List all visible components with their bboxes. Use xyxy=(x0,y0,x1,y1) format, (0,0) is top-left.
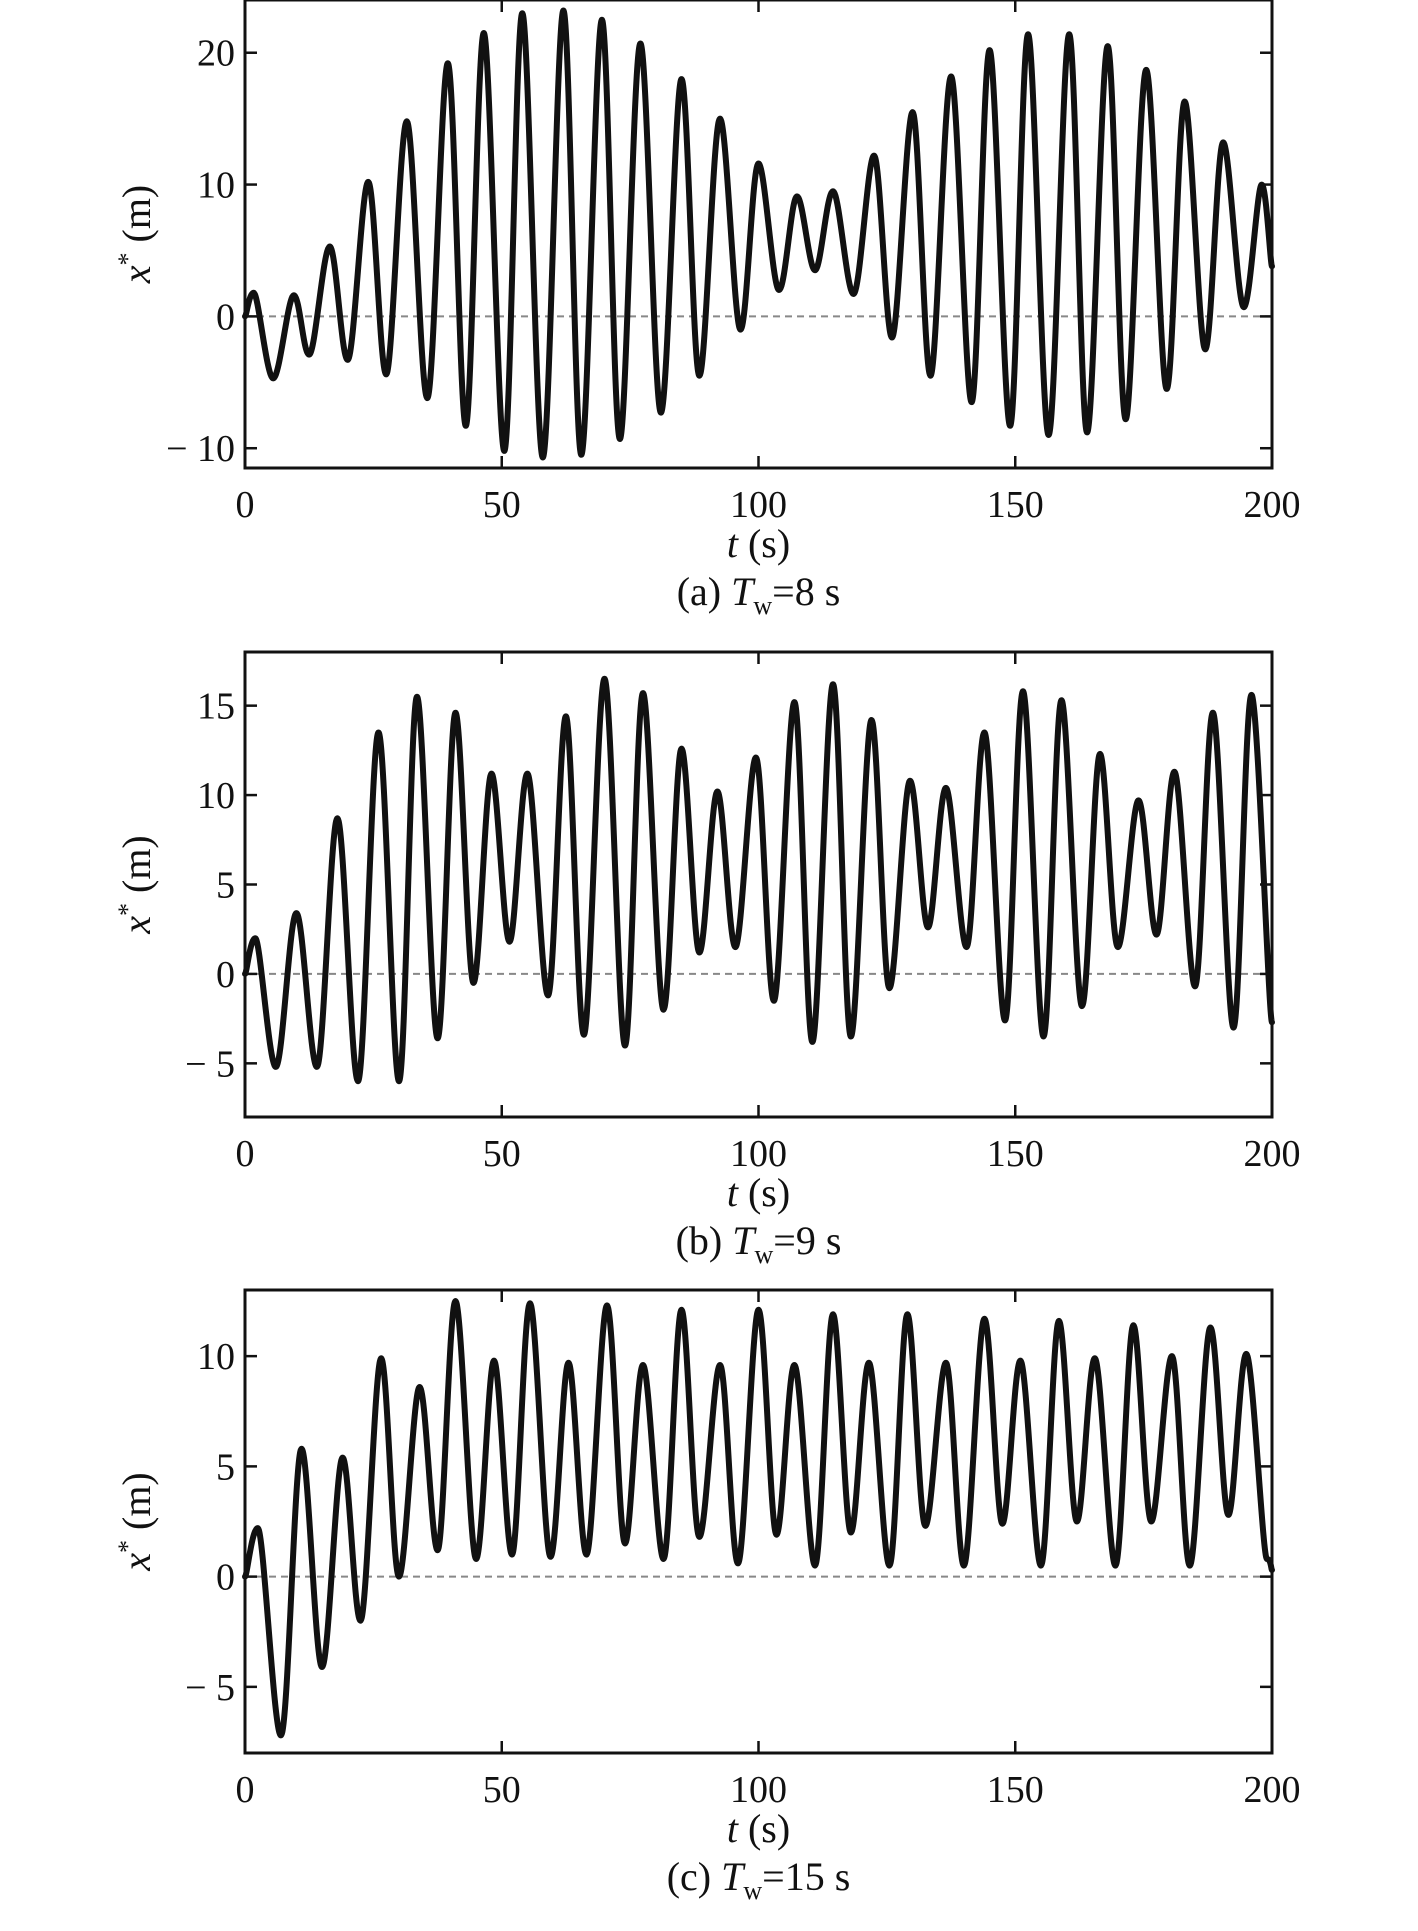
x-tick-label: 50 xyxy=(483,1133,521,1175)
panel-caption: (a) Tw=8 s xyxy=(677,569,841,620)
y-tick-label: − 5 xyxy=(185,1667,235,1709)
series-line-a-0 xyxy=(242,7,1275,461)
y-axis-label: x* (m) xyxy=(113,185,159,285)
x-axis-label: t (s) xyxy=(727,1170,790,1215)
x-tick-label: 100 xyxy=(730,1769,787,1811)
x-tick-label: 0 xyxy=(236,1133,255,1175)
chart-panel-c: 0 50 100 150 200 − 5 0 5 10 t (s) x* (m) (c) Tw=15 … xyxy=(113,1288,1301,1905)
chart-panel-b: 0 50 100 150 200 − 5 0 5 10 15 t (s) x* (m) (b) Tw=9… xyxy=(113,650,1301,1269)
y-tick-label: 5 xyxy=(216,1446,235,1488)
y-tick-label: − 10 xyxy=(166,428,235,470)
x-tick-label: 150 xyxy=(987,484,1044,526)
x-tick-label: 50 xyxy=(483,1769,521,1811)
y-tick-label: − 5 xyxy=(185,1043,235,1085)
y-tick-label: 10 xyxy=(197,1336,235,1378)
y-tick-label: 15 xyxy=(197,686,235,728)
x-tick-label: 0 xyxy=(236,484,255,526)
x-axis-label: t (s) xyxy=(727,521,790,566)
x-tick-label: 200 xyxy=(1244,1133,1301,1175)
x-tick-label: 0 xyxy=(236,1769,255,1811)
y-tick-label: 10 xyxy=(197,775,235,817)
y-tick-label: 0 xyxy=(216,296,235,338)
y-tick-label: 5 xyxy=(216,865,235,907)
x-tick-label: 200 xyxy=(1244,1769,1301,1811)
panel-caption: (b) Tw=9 s xyxy=(676,1218,842,1269)
plot-frame xyxy=(243,650,1274,1119)
x-tick-label: 100 xyxy=(730,1133,787,1175)
x-axis-label: t (s) xyxy=(727,1806,790,1851)
series-line-c-0 xyxy=(242,1298,1275,1739)
panel-caption: (c) Tw=15 s xyxy=(667,1854,851,1905)
y-axis-label: x* (m) xyxy=(113,1472,159,1572)
x-tick-label: 200 xyxy=(1244,484,1301,526)
y-tick-label: 10 xyxy=(197,165,235,207)
x-tick-label: 50 xyxy=(483,484,521,526)
x-tick-label: 100 xyxy=(730,484,787,526)
y-tick-label: 0 xyxy=(216,954,235,996)
y-tick-label: 20 xyxy=(197,33,235,75)
y-tick-label: 0 xyxy=(216,1557,235,1599)
series-line-b-0 xyxy=(242,675,1275,1085)
x-tick-label: 150 xyxy=(987,1769,1044,1811)
x-tick-label: 150 xyxy=(987,1133,1044,1175)
y-axis-label: x* (m) xyxy=(113,835,159,935)
